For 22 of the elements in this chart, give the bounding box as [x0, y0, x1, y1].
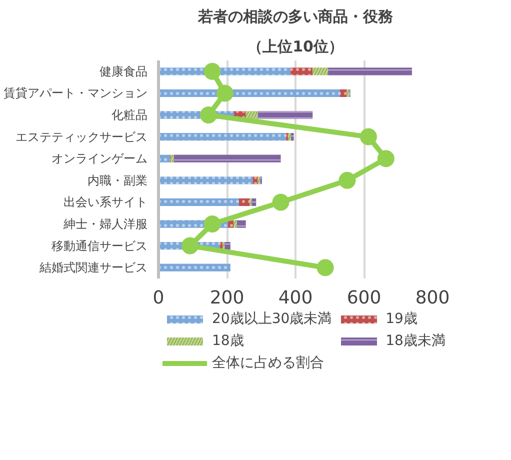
legend-label: 全体に占める割合 [212, 354, 324, 372]
y-tick-label: 紳士・婦人洋服 [62, 217, 148, 231]
chart-title: 若者の相談の多い商品・役務 [197, 8, 394, 26]
y-tick-label: 化粧品 [112, 108, 148, 122]
x-tick-label: 0 [152, 288, 164, 308]
y-tick-label: 移動通信サービス [52, 238, 148, 253]
chart-subtitle: （上位10位） [248, 38, 344, 56]
x-tick-label: 400 [278, 288, 313, 308]
y-tick-label: 結婚式関連サービス [38, 260, 148, 275]
legend-label: 19歳 [386, 310, 418, 328]
legend-label: 18歳 [212, 332, 244, 350]
x-tick-label: 600 [346, 288, 382, 308]
y-tick-label: 出会い系サイト [64, 195, 148, 210]
y-tick-label: エステティックサービス [16, 130, 148, 144]
x-tick-label: 200 [210, 288, 244, 308]
y-tick-label: 健康食品 [100, 64, 148, 78]
y-tick-label: 賃貸アパート・マンション [4, 86, 148, 100]
legend-label: 18歳未満 [386, 332, 446, 350]
y-tick-label: 内職・副業 [88, 173, 148, 188]
x-tick-label: 800 [415, 288, 450, 308]
y-tick-label: オンラインゲーム [52, 152, 148, 166]
legend-label: 20歳以上30歳未満 [212, 310, 332, 328]
